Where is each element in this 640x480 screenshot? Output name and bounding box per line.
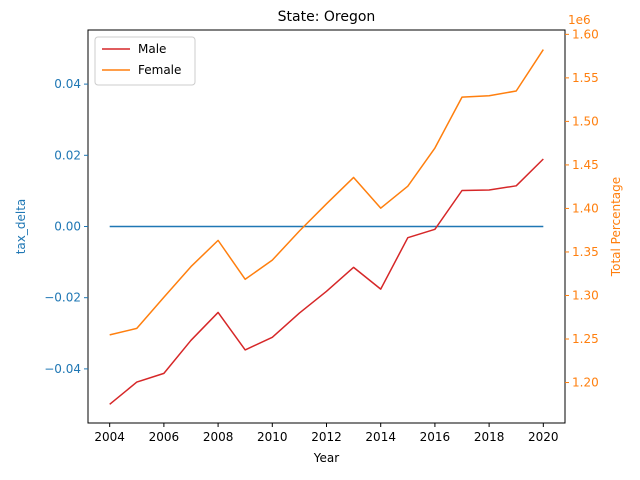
- y-left-tick-label: −0.02: [44, 291, 81, 305]
- x-tick-label: 2016: [420, 430, 451, 444]
- y-left-tick-label: 0.00: [54, 220, 81, 234]
- y-axis-right-label: Total Percentage: [609, 177, 623, 277]
- y-left-tick-label: −0.04: [44, 362, 81, 376]
- x-axis: 2004 2006 2008 2010 2012 2014 2016 2018 2020: [94, 423, 559, 444]
- y-right-tick-label: 1.20: [572, 376, 599, 390]
- y-axis-right-offset: 1e6: [568, 13, 591, 27]
- y-right-tick-label: 1.50: [572, 114, 599, 128]
- y-right-tick-label: 1.30: [572, 288, 599, 302]
- legend-label-male: Male: [138, 42, 166, 56]
- y-axis-left-label: tax_delta: [14, 199, 28, 255]
- x-axis-label: Year: [313, 451, 339, 465]
- x-tick-label: 2018: [474, 430, 505, 444]
- legend-label-female: Female: [138, 63, 181, 77]
- chart-title: State: Oregon: [278, 9, 376, 25]
- y-right-tick-label: 1.35: [572, 245, 599, 259]
- x-tick-label: 2006: [149, 430, 180, 444]
- legend: Male Female: [94, 36, 196, 86]
- x-tick-label: 2004: [94, 430, 125, 444]
- x-tick-label: 2020: [528, 430, 559, 444]
- x-tick-label: 2010: [257, 430, 288, 444]
- y-axis-left: −0.04 −0.02 0.00 0.02 0.04: [44, 77, 88, 376]
- y-right-tick-label: 1.40: [572, 201, 599, 215]
- y-right-tick-label: 1.60: [572, 27, 599, 41]
- y-right-tick-label: 1.25: [572, 332, 599, 346]
- x-tick-label: 2012: [311, 430, 342, 444]
- series-line-female: [109, 49, 544, 336]
- y-right-tick-label: 1.45: [572, 158, 599, 172]
- y-left-tick-label: 0.04: [54, 77, 81, 91]
- y-axis-right: 1.20 1.25 1.30 1.35 1.40 1.45 1.50 1.55 1.60: [565, 27, 599, 390]
- y-right-tick-label: 1.55: [572, 71, 599, 85]
- x-tick-label: 2008: [203, 430, 234, 444]
- x-tick-label: 2014: [365, 430, 396, 444]
- series-line-male: [109, 158, 544, 405]
- y-left-tick-label: 0.02: [54, 148, 81, 162]
